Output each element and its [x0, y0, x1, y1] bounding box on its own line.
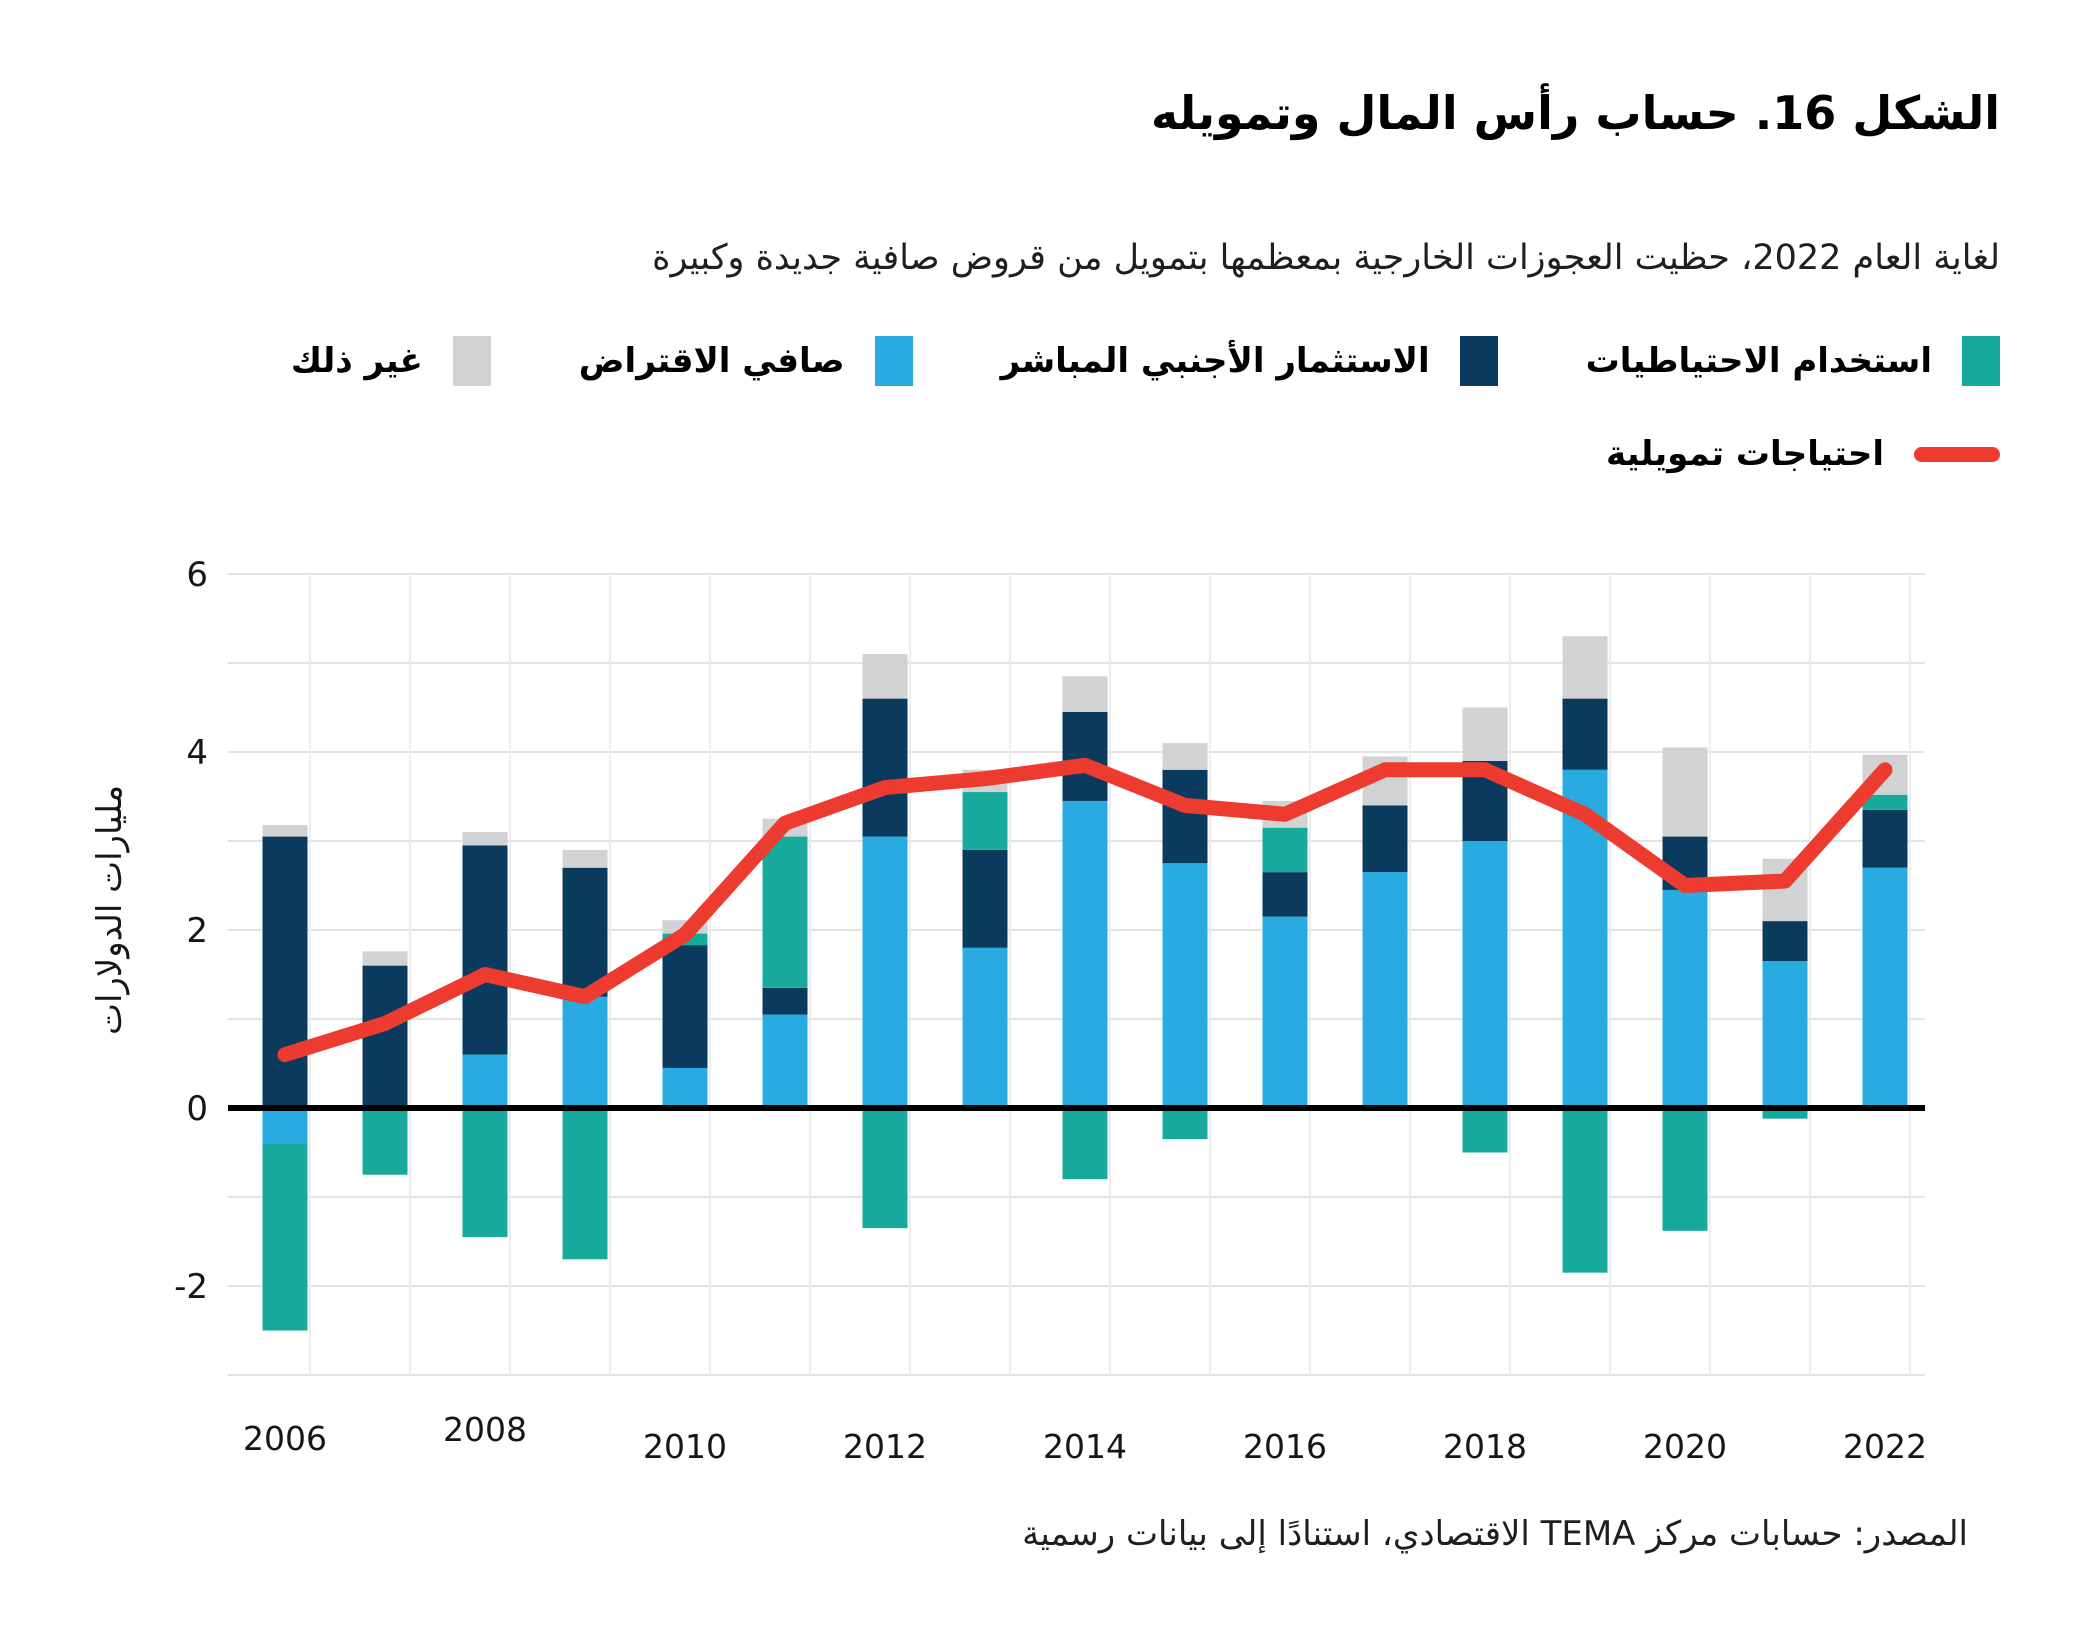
bar-segment [1862, 794, 1908, 810]
bar-segment [862, 1108, 908, 1229]
bar-segment [1162, 769, 1208, 864]
bar-segment [962, 792, 1008, 850]
bar-segment [262, 836, 308, 1108]
legend-label: احتياجات تمويلية [1606, 434, 1884, 474]
bar-segment [862, 654, 908, 699]
x-tick-label: 2016 [1243, 1427, 1327, 1466]
legend-color-swatch [452, 336, 491, 386]
legend-label: صافي الاقتراض [578, 341, 845, 381]
bar-segment [1262, 827, 1308, 873]
legend-row-line: احتياجات تمويلية [1606, 434, 2000, 474]
legend-color-swatch [874, 336, 913, 386]
y-tick-label: -2 [174, 1267, 208, 1307]
bar-segment [962, 849, 1008, 948]
source-note: المصدر: حسابات مركز TEMA الاقتصادي، استن… [1022, 1514, 1968, 1554]
bar-segment [562, 849, 608, 868]
x-tick-label: 2022 [1843, 1427, 1927, 1466]
bar-segment [1162, 743, 1208, 770]
y-tick-label: 2 [186, 911, 208, 951]
bar-segment [662, 945, 708, 1068]
bar-segment [1062, 1108, 1108, 1180]
legend-item-4: احتياجات تمويلية [1606, 434, 2000, 474]
bar-segment [562, 1108, 608, 1260]
bar-segment [962, 947, 1008, 1108]
figure-subtitle: لغاية العام 2022، حظيت العجوزات الخارجية… [652, 238, 2000, 278]
bar-segment [1562, 636, 1608, 699]
legend-item-3: غير ذلك [291, 336, 491, 386]
bar-segment [362, 951, 408, 966]
bar-segment [462, 1054, 508, 1108]
x-tick-label: 2020 [1643, 1427, 1727, 1466]
x-tick-label: 2014 [1043, 1427, 1127, 1466]
bar-segment [1562, 698, 1608, 770]
bar-segment [1762, 921, 1808, 962]
bar-segment [1062, 800, 1108, 1108]
x-tick-label: 2006 [243, 1419, 327, 1458]
bar-segment [462, 1108, 508, 1238]
bar-segment [1362, 872, 1408, 1108]
bar-segment [562, 867, 608, 997]
legend-item-2: صافي الاقتراض [579, 336, 913, 386]
bar-segment [1062, 711, 1108, 801]
bar-segment [1062, 676, 1108, 712]
x-tick-label: 2010 [643, 1427, 727, 1466]
bar-segment [762, 1014, 808, 1108]
bar-segment [1862, 867, 1908, 1108]
legend-label: الاستثمار الأجنبي المباشر [1000, 341, 1430, 381]
bar-segment [762, 987, 808, 1015]
bar-segment [862, 836, 908, 1108]
bar-segment [1362, 805, 1408, 873]
bar-segment [1762, 961, 1808, 1108]
bar-segment [1262, 916, 1308, 1108]
y-tick-label: 6 [186, 555, 208, 595]
bar-segment [1662, 747, 1708, 837]
legend-color-swatch [1962, 336, 2000, 386]
bar-segment [1262, 872, 1308, 917]
bar-segment [1162, 1108, 1208, 1140]
bar-segment [1662, 1108, 1708, 1231]
y-tick-label: 0 [186, 1089, 208, 1129]
financing-needs-line [277, 757, 1893, 1063]
bar-segment [662, 1067, 708, 1108]
bar-segment [1162, 863, 1208, 1108]
bar-segment [1562, 1108, 1608, 1273]
y-tick-label: 4 [186, 733, 208, 773]
legend-color-swatch [1459, 336, 1498, 386]
bar-segment [1462, 1108, 1508, 1153]
bar-segment [1662, 889, 1708, 1108]
bar-segment [462, 832, 508, 846]
figure-title: الشكل 16. حساب رأس المال وتمويله [1151, 86, 2000, 140]
bar-segment [462, 845, 508, 1055]
bar-segment [1462, 841, 1508, 1108]
x-tick-label: 2012 [843, 1427, 927, 1466]
legend-label: استخدام الاحتياطيات [1585, 341, 1932, 381]
legend-item-0: استخدام الاحتياطيات [1586, 336, 2000, 386]
bar-segment [262, 824, 308, 837]
bar-segment [362, 1108, 408, 1175]
bar-segment [1862, 809, 1908, 868]
legend-row-bars: استخدام الاحتياطيات الاستثمار الأجنبي الم… [291, 336, 2000, 386]
x-tick-label: 2008 [443, 1410, 527, 1449]
bar-segment [362, 965, 408, 1108]
bar-segment [862, 698, 908, 837]
bar-segment [1462, 707, 1508, 761]
bar-segment [1762, 1108, 1808, 1119]
bar-segment [262, 1108, 308, 1144]
legend-label: غير ذلك [290, 341, 423, 381]
legend-item-1: الاستثمار الأجنبي المباشر [1001, 336, 1498, 386]
bar-segment [562, 996, 608, 1108]
bar-segment [762, 836, 808, 988]
x-tick-label: 2018 [1443, 1427, 1527, 1466]
legend-line-marker [1914, 446, 2000, 462]
bar-segment [262, 1143, 308, 1331]
